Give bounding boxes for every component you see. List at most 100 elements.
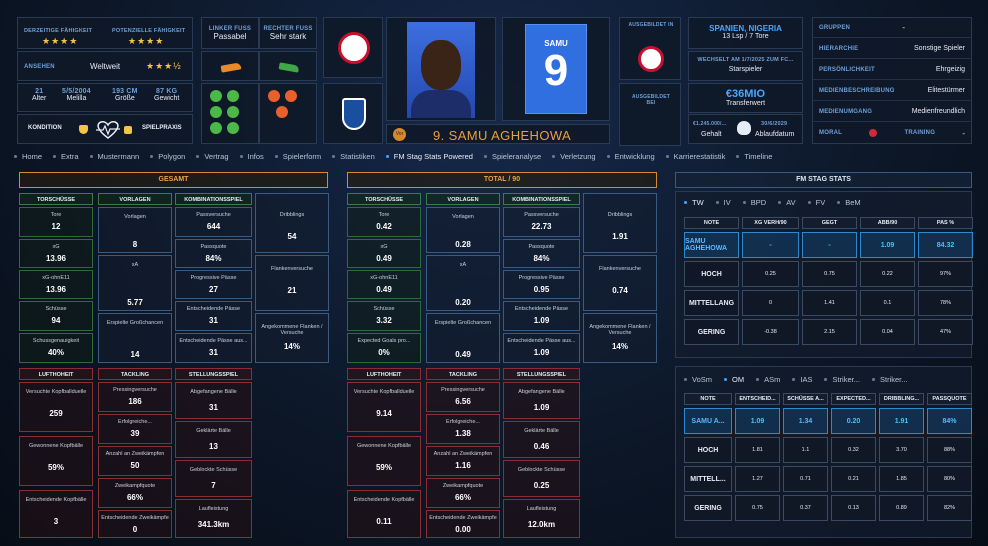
nav-tab[interactable]: Entwicklung [606,152,655,161]
stat-cell: Gewonnene Kopfbälle 59% [19,436,93,486]
shirt-icon: SAMU 9 [525,24,587,114]
nav-tab[interactable]: Vertrag [196,152,229,161]
stat-cell: Abgefangene Bälle 1.09 [503,382,580,419]
stag-tab[interactable]: Striker... [871,375,908,384]
stat-label: Vorlagen [124,214,146,220]
height-value: 193 CM [112,88,138,95]
stat-cell: Entscheidende Zweikämpfe 0.00 [426,510,500,538]
trained-at-label: Ausgebildet bei [631,94,671,106]
stat-cell: Entscheidende Kopfbälle 0.11 [347,490,421,538]
player-row-cell: 84% [927,408,972,434]
stat-label: Angekommene Flanken / Versuche [589,324,651,336]
player-photo-panel [386,17,496,121]
stat-label: Geblockte Schüsse [189,467,238,473]
stat-cell: Passversuche 644 [175,207,252,237]
grid-header: XG VERH/90 [742,217,799,229]
trait-icon[interactable] [227,90,239,102]
trait-icon[interactable] [285,90,297,102]
column-header: KOMBINATIONSSPIEL [175,193,252,205]
stat-cell: Passversuche 22.73 [503,207,580,237]
stag-tab[interactable]: IV [715,198,731,207]
nav-tab[interactable]: Home [14,152,42,161]
stat-cell: Dribblings 1.91 [583,193,657,253]
grid-cell: 82% [927,495,972,521]
nav-tab[interactable]: Spielerform [274,152,321,161]
stat-value: 13.96 [45,285,67,294]
trained-at-panel: Ausgebildet bei [619,83,681,146]
grid-cell: 97% [918,261,973,287]
trait-icon[interactable] [268,90,280,102]
stat-cell: Progressive Pässe 27 [175,270,252,299]
nav-tab[interactable]: Spieleranalyse [483,152,541,161]
grid-cell: 0.04 [860,319,915,345]
stat-value: 0.28 [455,240,471,249]
rating-badge[interactable]: Vor [393,128,406,141]
nav-tab[interactable]: Statistiken [332,152,375,161]
nav-tab[interactable]: Karrierestatistik [665,152,725,161]
nav-tab[interactable]: Verletzung [552,152,596,161]
trait-icon[interactable] [227,122,239,134]
stag-tab[interactable]: BeM [837,198,861,207]
morale-label: Moral [819,130,842,136]
match-practice-label: SPIELPRAXIS [142,125,182,131]
stat-value: 14% [611,342,628,351]
stat-value: 9.14 [376,409,392,418]
heartbeat-icon [96,121,120,139]
stag-tab[interactable]: AV [778,198,796,207]
stat-cell: Tore 0.42 [347,207,421,237]
stat-label: Entscheidende Kopfbälle [353,497,415,503]
grid-cell: MITTELLANG [684,290,739,316]
stat-value: 66% [454,493,471,502]
stat-cell: xA 0.20 [426,255,500,311]
stat-label: Entscheidende Pässe [514,306,569,312]
player-row-cell: 1.34 [783,408,828,434]
stat-cell: Entscheidende Kopfbälle 3 [19,490,93,538]
stat-label: Gewonnene Kopfbälle [356,443,412,449]
stat-cell: Schüsse 3.32 [347,301,421,331]
nav-tab[interactable]: Mustermann [89,152,139,161]
stag-tab[interactable]: OM [724,375,744,384]
grid-header: DRIBBLING... [879,393,924,405]
stat-label: Entscheidende Pässe [186,306,241,312]
stag-tab[interactable]: VoSm [684,375,712,384]
trait-icon[interactable] [227,106,239,118]
stat-label: Progressive Pässe [190,275,237,281]
nav-tab[interactable]: Timeline [736,152,772,161]
groups-label: Gruppen [819,24,851,31]
stat-label: Progressive Pässe [518,275,565,281]
stat-cell: Laufleistung 341.3km [175,499,252,538]
stag-tab[interactable]: Striker... [824,375,860,384]
player-photo [407,22,475,118]
grid-cell: 1.41 [802,290,857,316]
stag-tab[interactable]: BPD [742,198,766,207]
stat-label: Versuchte Kopfballduelle [353,389,415,395]
trait-icon[interactable] [210,90,222,102]
stat-cell: Progressive Pässe 0.95 [503,270,580,299]
nav-tab[interactable]: FM Stag Stats Powered [385,152,473,161]
trait-icon[interactable] [210,122,222,134]
trait-icon[interactable] [210,106,222,118]
stat-value: 1.09 [533,348,550,357]
trait-icon[interactable] [276,106,288,118]
column-header: TACKLING [98,368,172,380]
stat-label: Tore [378,212,390,218]
nav-tab[interactable]: Polygon [150,152,185,161]
stag-tab[interactable]: ASm [756,375,780,384]
stat-label: Zweikampfquote [442,483,484,489]
stat-label: Passquote [528,244,555,250]
column-header: TACKLING [426,368,500,380]
stat-value: 50 [130,461,140,470]
stag-tab[interactable]: IAS [792,375,812,384]
nav-tab[interactable]: Infos [239,152,264,161]
nation-value: SPANIEN, NIGERIA [709,24,782,33]
grid-cell: 1.1 [783,437,828,463]
stag-tab[interactable]: FV [807,198,825,207]
info-row-media-handling: Medienumgang Medienfreundlich [813,102,971,122]
stat-value: 0.74 [612,286,628,295]
money-bag-icon [737,121,751,135]
nav-tab[interactable]: Extra [53,152,79,161]
stag-tab[interactable]: TW [684,198,704,207]
club-crest-icon[interactable] [342,98,366,130]
stat-value: 13 [209,442,218,451]
groups-value: - [902,23,905,32]
